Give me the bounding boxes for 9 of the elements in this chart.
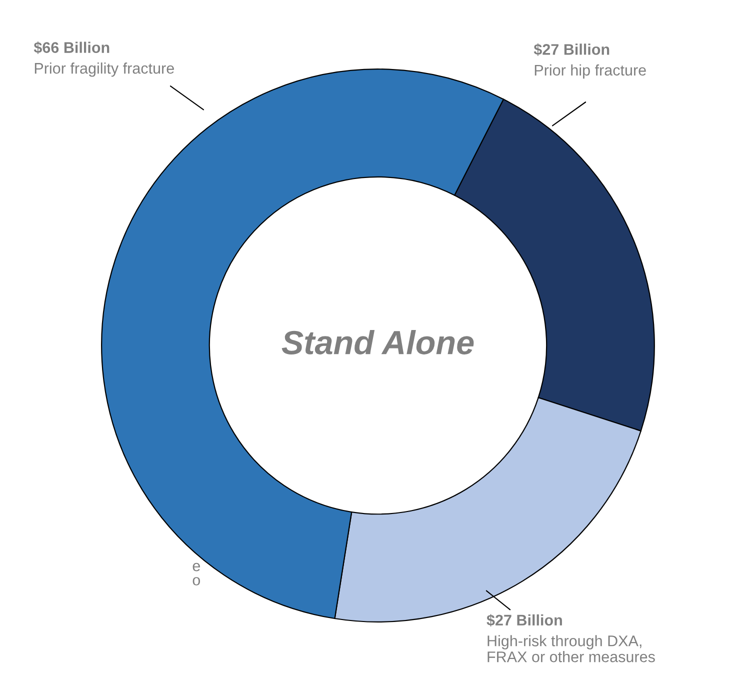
text: e — [192, 562, 200, 572]
data-label: $27 Billion — [486, 614, 562, 627]
text: Stand Alone — [282, 330, 474, 354]
data-label: $27 Billion — [534, 43, 610, 56]
slice-label: Prior hip fracture — [534, 64, 646, 79]
slice-label: High-risk through DXA, FRAX or other measures — [488, 635, 655, 662]
text: o — [192, 577, 200, 586]
data-label: $66 Billion — [34, 41, 110, 54]
slice-label: Prior fragility fracture — [34, 62, 174, 77]
